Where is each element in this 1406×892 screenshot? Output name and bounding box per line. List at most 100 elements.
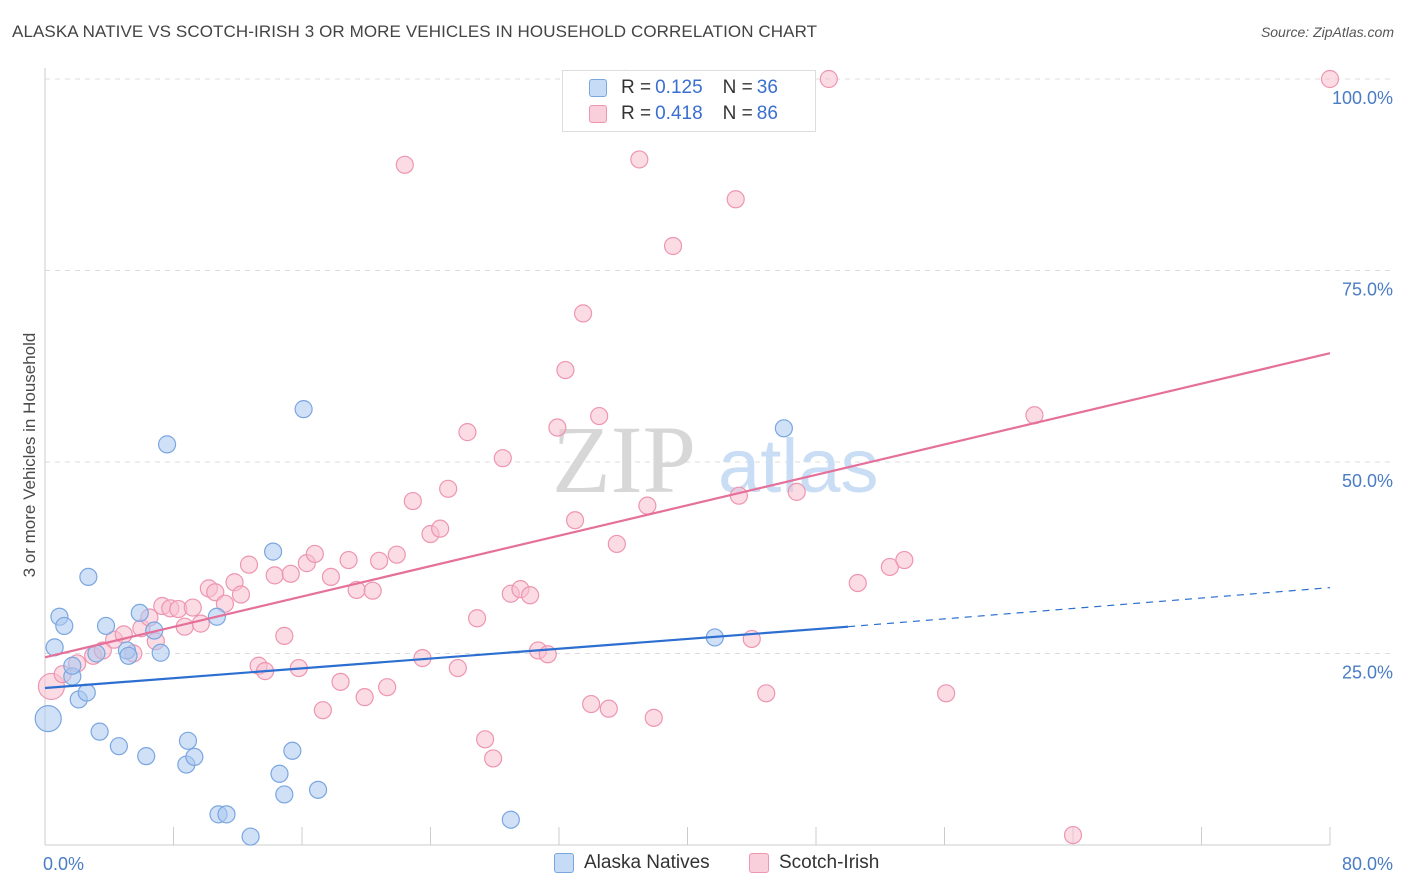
scotch-irish-point — [663, 236, 683, 256]
series-legend-alaska-natives[interactable]: Alaska Natives — [554, 852, 710, 874]
scotch-irish-point — [448, 658, 467, 678]
trend-lines — [44, 352, 1331, 690]
legend-n-value: 36 — [756, 77, 778, 98]
scotch-irish-point — [484, 749, 503, 768]
scotch-irish-point — [590, 406, 609, 426]
alaska-native-point — [275, 785, 294, 804]
alaska-native-point — [241, 827, 260, 846]
y-axis-label: 3 or more Vehicles in Household — [20, 333, 39, 578]
alaska-native-point — [185, 747, 204, 767]
scotch-irish-point — [556, 360, 575, 380]
scotch-irish-point — [757, 684, 776, 703]
scotch-irish-point — [548, 418, 567, 437]
alaska-native-point — [283, 741, 302, 760]
legend-swatch-pink — [589, 105, 607, 123]
scotch-irish-point — [395, 155, 414, 174]
legend-r-value: 0.418 — [655, 103, 703, 124]
scotch-irish-point — [339, 550, 358, 570]
alaska-native-point — [263, 542, 283, 561]
scotch-irish-point — [1063, 825, 1083, 845]
x-tick-label: 0.0% — [43, 854, 84, 874]
alaska-native-point — [501, 810, 520, 829]
scotch-irish-point — [630, 150, 649, 169]
scotch-irish-point — [387, 545, 406, 564]
legend-swatch-blue — [589, 79, 607, 97]
scotch-irish-point — [281, 564, 300, 583]
scotch-irish-point — [1320, 69, 1340, 89]
alaska-natives-trend-line — [44, 625, 849, 690]
alaska-native-point — [34, 705, 62, 733]
alaska-native-point — [178, 731, 198, 750]
scotch-irish-point — [370, 551, 389, 570]
series-label: Scotch-Irish — [779, 852, 880, 873]
alaska-natives-trend-extension — [848, 587, 1331, 628]
scotch-irish-point — [467, 609, 487, 628]
scotch-irish-point — [331, 672, 350, 691]
legend-r-value: 0.125 — [655, 77, 703, 98]
scotch-irish-point — [582, 694, 601, 714]
scotch-irish-point — [275, 626, 294, 645]
scotch-irish-point — [239, 555, 259, 574]
legend-n-value: 86 — [756, 103, 778, 124]
scotch-irish-point — [493, 449, 512, 468]
y-tick-label: 25.0% — [1342, 663, 1393, 683]
scotch-irish-point — [265, 566, 284, 585]
scotch-irish-point — [439, 479, 458, 498]
alaska-native-point — [270, 764, 289, 783]
scotch-irish-point — [880, 557, 899, 577]
series-label: Alaska Natives — [584, 852, 710, 873]
scotch-irish-point — [313, 701, 332, 720]
series-swatch-blue — [554, 853, 574, 873]
series-legend-scotch-irish[interactable]: Scotch-Irish — [749, 852, 879, 874]
scotch-irish-point — [937, 684, 956, 703]
alaska-native-point — [79, 567, 98, 587]
source-credit: Source: ZipAtlas.com — [1260, 24, 1394, 40]
y-tick-label: 50.0% — [1342, 471, 1393, 491]
legend-row-scotch-irish: R = 0.418 N = 86 — [589, 102, 778, 126]
scotch-irish-point — [355, 688, 374, 707]
scotch-irish-point — [431, 519, 450, 538]
alaska-native-point — [63, 656, 82, 675]
scotch-irish-point — [215, 594, 234, 613]
scotch-irish-point — [476, 730, 495, 749]
scotch-irish-point — [644, 708, 663, 727]
scotch-irish-point — [321, 567, 341, 587]
scotch-irish-point — [458, 423, 477, 442]
scotch-irish-point — [378, 678, 397, 697]
series-legend: Alaska Natives Scotch-Irish — [0, 852, 1406, 878]
scotch-irish-point — [787, 482, 806, 501]
alaska-native-point — [90, 722, 109, 741]
x-tick-label: 80.0% — [1342, 854, 1393, 874]
legend-n-label: N = — [722, 103, 753, 124]
scotch-irish-point — [520, 586, 540, 605]
scotch-irish-point — [305, 544, 324, 564]
scotch-irish-point — [191, 614, 210, 633]
gridlines — [45, 78, 1392, 654]
alaska-native-point — [774, 419, 793, 438]
scotch-irish-point — [565, 511, 585, 530]
scotch-irish-point — [183, 598, 202, 617]
correlation-legend: R = 0.125 N = 36 R = 0.418 N = 86 — [562, 70, 816, 132]
scotch-irish-point — [729, 486, 749, 505]
scotch-irish-point — [726, 190, 745, 209]
alaska-native-point — [157, 435, 177, 454]
scotch-irish-point — [231, 585, 251, 604]
y-tick-label: 100.0% — [1332, 88, 1393, 108]
alaska-native-point — [96, 616, 116, 636]
alaska-native-point — [77, 683, 96, 702]
scotch-irish-point — [848, 573, 867, 593]
scotch-irish-trend-line — [44, 352, 1331, 659]
axes: 25.0% 50.0% 75.0% 100.0% 0.0% 80.0% — [43, 68, 1393, 874]
scotch-irish-point — [895, 550, 914, 570]
legend-n-label: N = — [722, 77, 753, 98]
legend-r-label: R = — [621, 103, 652, 124]
legend-row-alaska-natives: R = 0.125 N = 36 — [589, 76, 778, 100]
scotch-irish-point — [819, 69, 838, 89]
scotch-irish-point — [638, 496, 657, 515]
alaska-native-point — [119, 646, 138, 665]
scotch-irish-point — [363, 581, 382, 600]
scotch-irish-point — [599, 699, 618, 718]
scotch-irish-point — [573, 304, 593, 323]
series-swatch-pink — [749, 853, 769, 873]
alaska-native-point — [109, 737, 128, 756]
